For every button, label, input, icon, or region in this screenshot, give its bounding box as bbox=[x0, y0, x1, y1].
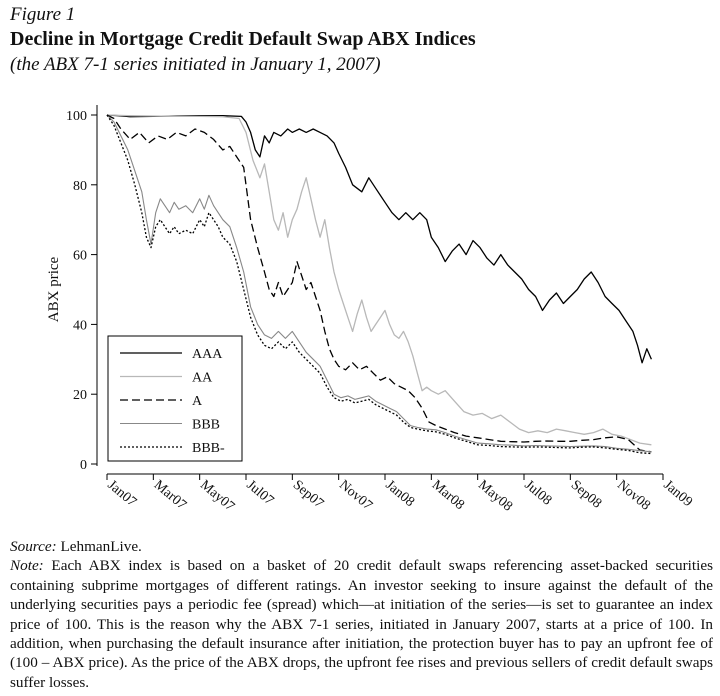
source-text: LehmanLive. bbox=[60, 538, 142, 555]
note-label: Note: bbox=[10, 557, 44, 575]
x-tick-label: Jan09 bbox=[660, 478, 695, 510]
legend-label: AAA bbox=[192, 347, 223, 362]
legend-label: AA bbox=[192, 371, 213, 386]
x-tick-label: Nov07 bbox=[336, 478, 375, 514]
source-line: Source: LehmanLive. bbox=[10, 537, 713, 556]
note-text: Each ABX index is based on a basket of 2… bbox=[10, 557, 713, 691]
legend-label: BBB- bbox=[192, 441, 225, 456]
x-tick-label: Sep07 bbox=[290, 478, 326, 512]
x-tick-label: Mar08 bbox=[429, 478, 467, 513]
legend-label: BBB bbox=[192, 418, 220, 433]
x-tick-label: Mar07 bbox=[151, 478, 189, 513]
y-tick-label: 80 bbox=[73, 179, 87, 194]
y-axis-label: ABX price bbox=[46, 256, 62, 322]
y-tick-label: 0 bbox=[80, 458, 87, 473]
x-tick-label: Sep08 bbox=[568, 478, 604, 512]
legend-label: A bbox=[192, 394, 203, 409]
series-line-aa bbox=[106, 114, 652, 446]
y-tick-label: 100 bbox=[66, 109, 87, 124]
chart-title: Decline in Mortgage Credit Default Swap … bbox=[10, 28, 476, 50]
legend-box bbox=[107, 335, 243, 462]
chart-subtitle: (the ABX 7-1 series initiated in January… bbox=[10, 54, 381, 75]
x-tick-label: May08 bbox=[475, 478, 515, 515]
x-tick-label: Nov08 bbox=[614, 478, 653, 514]
x-tick-label: Jan07 bbox=[104, 478, 139, 510]
x-tick-label: May07 bbox=[197, 478, 237, 515]
x-tick-label: Jul08 bbox=[521, 478, 554, 509]
figure-label: Figure 1 bbox=[10, 4, 76, 25]
series-line-bbb- bbox=[106, 114, 652, 455]
chart-series bbox=[106, 114, 652, 455]
note-paragraph: Note: Each ABX index is based on a baske… bbox=[10, 556, 713, 692]
y-tick-label: 20 bbox=[73, 388, 87, 403]
y-tick-label: 60 bbox=[73, 249, 87, 264]
x-tick-label: Jul07 bbox=[243, 478, 276, 509]
y-tick-label: 40 bbox=[73, 318, 87, 333]
source-label: Source: bbox=[10, 538, 57, 555]
x-tick-label: Jan08 bbox=[382, 478, 417, 510]
series-line-bbb bbox=[106, 114, 652, 453]
figure-notes: Source: LehmanLive. Note: Each ABX index… bbox=[10, 537, 713, 692]
series-line-aaa bbox=[106, 114, 652, 364]
